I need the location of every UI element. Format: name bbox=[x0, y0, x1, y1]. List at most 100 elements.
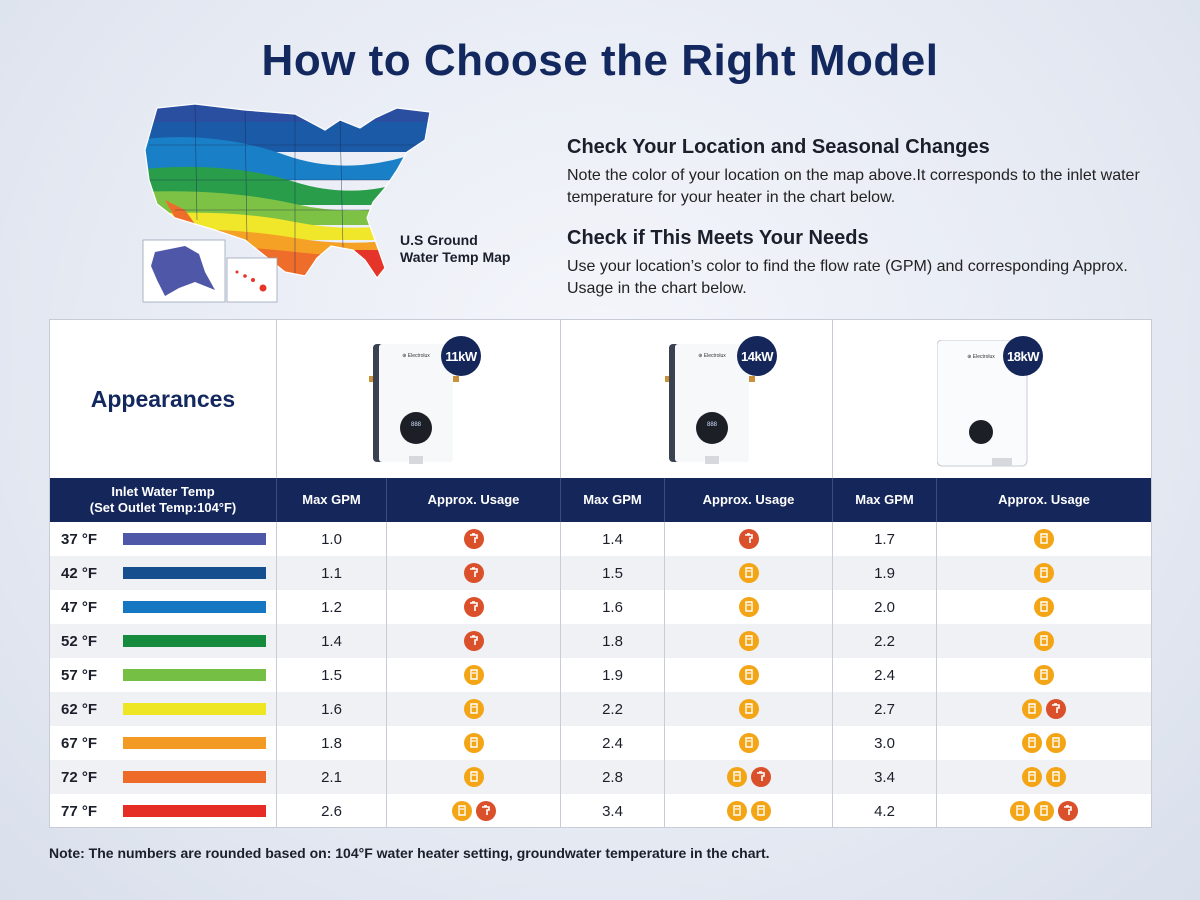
inlet-temp-cell: 77 °F bbox=[50, 794, 277, 828]
shower-icon bbox=[463, 767, 484, 787]
shower-icon bbox=[1034, 665, 1054, 685]
table-row: 47 °F 1.2 1.6 2.0 bbox=[50, 590, 1151, 624]
inlet-temp-label: 37 °F bbox=[61, 530, 98, 548]
table-header-row: Inlet Water Temp (Set Outlet Temp:104°F)… bbox=[50, 478, 1151, 522]
max-gpm-14kw: 2.8 bbox=[561, 760, 665, 794]
shower-icon bbox=[750, 801, 771, 821]
shower-icon bbox=[1034, 597, 1054, 617]
temp-color-bar bbox=[123, 669, 266, 681]
inlet-temp-label: 67 °F bbox=[61, 734, 98, 752]
inlet-temp-cell: 67 °F bbox=[50, 726, 277, 760]
temp-color-bar bbox=[123, 703, 266, 715]
inlet-temp-cell: 52 °F bbox=[50, 624, 277, 658]
shower-icon bbox=[738, 699, 759, 719]
header-18kw-max-gpm: Max GPM bbox=[833, 478, 937, 522]
info-needs-text: Use your location’s color to find the fl… bbox=[567, 258, 1128, 297]
shower-icon bbox=[1034, 563, 1054, 583]
shower-icon bbox=[738, 597, 759, 617]
info-needs: Check if This Meets Your Needs Use your … bbox=[567, 227, 1147, 300]
approx-usage-18kw bbox=[937, 556, 1151, 590]
max-gpm-11kw: 1.5 bbox=[277, 658, 387, 692]
map-caption-line1: U.S Ground bbox=[400, 232, 478, 248]
approx-usage-11kw bbox=[387, 658, 561, 692]
max-gpm-18kw: 2.2 bbox=[833, 624, 937, 658]
max-gpm-18kw: 4.2 bbox=[833, 794, 937, 828]
max-gpm-14kw: 1.9 bbox=[561, 658, 665, 692]
max-gpm-14kw: 3.4 bbox=[561, 794, 665, 828]
max-gpm-11kw: 1.2 bbox=[277, 590, 387, 624]
svg-text:⊕ Electrolux: ⊕ Electrolux bbox=[967, 354, 995, 360]
shower-icon bbox=[1046, 733, 1066, 753]
inlet-temp-cell: 72 °F bbox=[50, 760, 277, 794]
map-caption-line2: Water Temp Map bbox=[400, 249, 511, 265]
approx-usage-11kw bbox=[387, 522, 561, 556]
model-18kw-appearance: ⊕ Electrolux 18kW bbox=[833, 320, 1151, 478]
svg-text:⊕ Electrolux: ⊕ Electrolux bbox=[698, 353, 726, 359]
shower-icon bbox=[1034, 801, 1054, 821]
info-location-heading: Check Your Location and Seasonal Changes bbox=[567, 136, 990, 158]
header-11kw-max-gpm: Max GPM bbox=[277, 478, 387, 522]
inlet-temp-cell: 37 °F bbox=[50, 522, 277, 556]
approx-usage-11kw bbox=[387, 624, 561, 658]
approx-usage-18kw bbox=[937, 726, 1151, 760]
info-location-text: Note the color of your location on the m… bbox=[567, 167, 1140, 206]
faucet-icon bbox=[1046, 699, 1066, 719]
inlet-temp-label: 42 °F bbox=[61, 564, 98, 582]
approx-usage-11kw bbox=[387, 726, 561, 760]
badge-18kw: 18kW bbox=[1003, 336, 1043, 376]
badge-11kw: 11kW bbox=[441, 336, 481, 376]
badge-14kw: 14kW bbox=[737, 336, 777, 376]
temp-color-bar bbox=[123, 737, 266, 749]
inlet-temp-cell: 57 °F bbox=[50, 658, 277, 692]
approx-usage-18kw bbox=[937, 522, 1151, 556]
shower-icon bbox=[463, 733, 484, 753]
approx-usage-14kw bbox=[665, 522, 833, 556]
approx-usage-18kw bbox=[937, 590, 1151, 624]
approx-usage-11kw bbox=[387, 794, 561, 828]
approx-usage-18kw bbox=[937, 658, 1151, 692]
temp-color-bar bbox=[123, 601, 266, 613]
temp-color-bar bbox=[123, 805, 266, 817]
inlet-temp-cell: 47 °F bbox=[50, 590, 277, 624]
us-map-illustration bbox=[142, 103, 431, 303]
inlet-temp-label: 62 °F bbox=[61, 700, 98, 718]
header-14kw-max-gpm: Max GPM bbox=[561, 478, 665, 522]
max-gpm-11kw: 1.0 bbox=[277, 522, 387, 556]
info-needs-heading: Check if This Meets Your Needs bbox=[567, 227, 869, 249]
approx-usage-14kw bbox=[665, 590, 833, 624]
table-row: 77 °F 2.6 3.4 4.2 bbox=[50, 794, 1151, 828]
max-gpm-14kw: 1.5 bbox=[561, 556, 665, 590]
footnote: Note: The numbers are rounded based on: … bbox=[49, 845, 770, 861]
model-14kw-appearance: 888 ⊕ Electrolux 14kW bbox=[561, 320, 833, 478]
approx-usage-14kw bbox=[665, 760, 833, 794]
shower-icon bbox=[738, 631, 759, 651]
temp-color-bar bbox=[123, 635, 266, 647]
shower-icon bbox=[726, 801, 747, 821]
approx-usage-14kw bbox=[665, 794, 833, 828]
max-gpm-11kw: 2.1 bbox=[277, 760, 387, 794]
approx-usage-14kw bbox=[665, 726, 833, 760]
faucet-icon bbox=[463, 597, 484, 617]
appearances-row: Appearances 888 ⊕ Electrolux 11kW bbox=[50, 320, 1151, 478]
max-gpm-14kw: 1.4 bbox=[561, 522, 665, 556]
max-gpm-11kw: 1.1 bbox=[277, 556, 387, 590]
svg-text:888: 888 bbox=[707, 422, 718, 428]
shower-icon bbox=[1022, 767, 1042, 787]
max-gpm-14kw: 2.4 bbox=[561, 726, 665, 760]
table-row: 67 °F 1.8 2.4 3.0 bbox=[50, 726, 1151, 760]
heater-11kw-image: 888 ⊕ Electrolux bbox=[369, 342, 469, 472]
approx-usage-14kw bbox=[665, 692, 833, 726]
approx-usage-11kw bbox=[387, 556, 561, 590]
max-gpm-11kw: 1.4 bbox=[277, 624, 387, 658]
shower-icon bbox=[451, 801, 472, 821]
shower-icon bbox=[463, 665, 484, 685]
header-inlet-temp: Inlet Water Temp (Set Outlet Temp:104°F) bbox=[50, 478, 277, 522]
us-ground-water-temp-map bbox=[135, 100, 435, 310]
max-gpm-14kw: 1.8 bbox=[561, 624, 665, 658]
table-row: 42 °F 1.1 1.5 1.9 bbox=[50, 556, 1151, 590]
heater-18kw-image: ⊕ Electrolux bbox=[936, 339, 1032, 475]
table-row: 72 °F 2.1 2.8 3.4 bbox=[50, 760, 1151, 794]
shower-icon bbox=[1046, 767, 1066, 787]
max-gpm-18kw: 2.0 bbox=[833, 590, 937, 624]
max-gpm-14kw: 2.2 bbox=[561, 692, 665, 726]
